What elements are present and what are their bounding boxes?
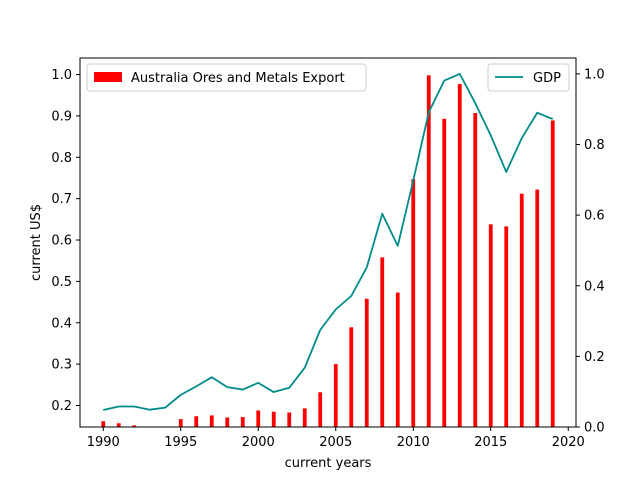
y-ticks-right: 0.0 0.2 0.4 0.6 0.8 1.0 xyxy=(576,67,605,436)
legend-left: Australia Ores and Metals Export xyxy=(86,63,367,92)
bar-2013 xyxy=(457,84,462,427)
legend-left-label: Australia Ores and Metals Export xyxy=(131,71,345,86)
y-left-tick-label-0.2: 0.2 xyxy=(51,399,72,414)
bar-2014 xyxy=(473,113,478,428)
bar-2002 xyxy=(287,412,292,427)
y-left-tick-label-0.6: 0.6 xyxy=(51,234,72,249)
bar-1997 xyxy=(209,415,214,427)
bar-2009 xyxy=(395,292,400,427)
plot-frame xyxy=(79,57,577,428)
bar-2015 xyxy=(488,224,493,427)
y-left-tick-label-0.7: 0.7 xyxy=(51,192,72,207)
bar-2006 xyxy=(349,327,354,427)
bar-1990 xyxy=(101,421,106,427)
y-right-tick-label-0.6: 0.6 xyxy=(584,209,605,224)
bar-2001 xyxy=(271,411,276,427)
y-left-tick-label-0.4: 0.4 xyxy=(51,316,72,331)
legend-left-swatch xyxy=(94,72,122,82)
y-right-tick-label-0.8: 0.8 xyxy=(584,138,605,153)
line-group xyxy=(103,72,554,411)
y-left-tick-label-0.9: 0.9 xyxy=(51,109,72,124)
bar-1995 xyxy=(178,419,183,427)
bar-2019 xyxy=(550,120,555,427)
bar-2000 xyxy=(256,410,261,427)
x-ticks: 1990 1995 2000 2005 2010 2015 2020 xyxy=(87,427,585,450)
bar-2016 xyxy=(504,226,509,427)
y-right-tick-label-0.0: 0.0 xyxy=(584,421,605,436)
legend-right-label: GDP xyxy=(533,71,561,86)
legend-right-box xyxy=(487,63,570,92)
x-tick-label-2015: 2015 xyxy=(474,435,507,450)
bar-2011 xyxy=(426,75,431,428)
y-right-tick-label-0.4: 0.4 xyxy=(584,279,605,294)
y-left-tick-label-0.3: 0.3 xyxy=(51,358,72,373)
x-tick-label-2010: 2010 xyxy=(397,435,430,450)
bar-1999 xyxy=(240,417,245,427)
bar-2010 xyxy=(411,179,416,427)
bar-1996 xyxy=(194,416,199,427)
bar-2007 xyxy=(364,298,369,427)
bar-1992 xyxy=(132,425,137,427)
x-tick-label-2000: 2000 xyxy=(242,435,275,450)
x-tick-label-1995: 1995 xyxy=(164,435,197,450)
y-axis-label: current US$ xyxy=(29,204,44,281)
gdp-line xyxy=(103,72,554,411)
y-right-tick-label-1.0: 1.0 xyxy=(584,67,605,82)
y-ticks-left: 0.2 0.3 0.4 0.5 0.6 0.7 0.8 0.9 1.0 xyxy=(51,68,80,414)
x-tick-label-1990: 1990 xyxy=(87,435,120,450)
bar-1998 xyxy=(225,417,230,427)
bar-2003 xyxy=(302,408,307,427)
bar-1991 xyxy=(116,423,121,427)
bar-2004 xyxy=(318,392,323,427)
bar-2008 xyxy=(380,257,385,427)
x-tick-label-2020: 2020 xyxy=(552,435,585,450)
bar-2017 xyxy=(519,193,524,427)
bar-2005 xyxy=(333,364,338,427)
y-left-tick-label-0.8: 0.8 xyxy=(51,151,72,166)
bar-2018 xyxy=(535,189,540,427)
x-axis-label: current years xyxy=(285,456,372,471)
bar-2012 xyxy=(442,118,447,427)
legend-right: GDP xyxy=(487,63,570,92)
legend-left-box xyxy=(86,63,367,92)
bars-group xyxy=(101,75,555,428)
y-right-tick-label-0.2: 0.2 xyxy=(584,350,605,365)
y-left-tick-label-1.0: 1.0 xyxy=(51,68,72,83)
y-left-tick-label-0.5: 0.5 xyxy=(51,275,72,290)
x-tick-label-2005: 2005 xyxy=(319,435,352,450)
